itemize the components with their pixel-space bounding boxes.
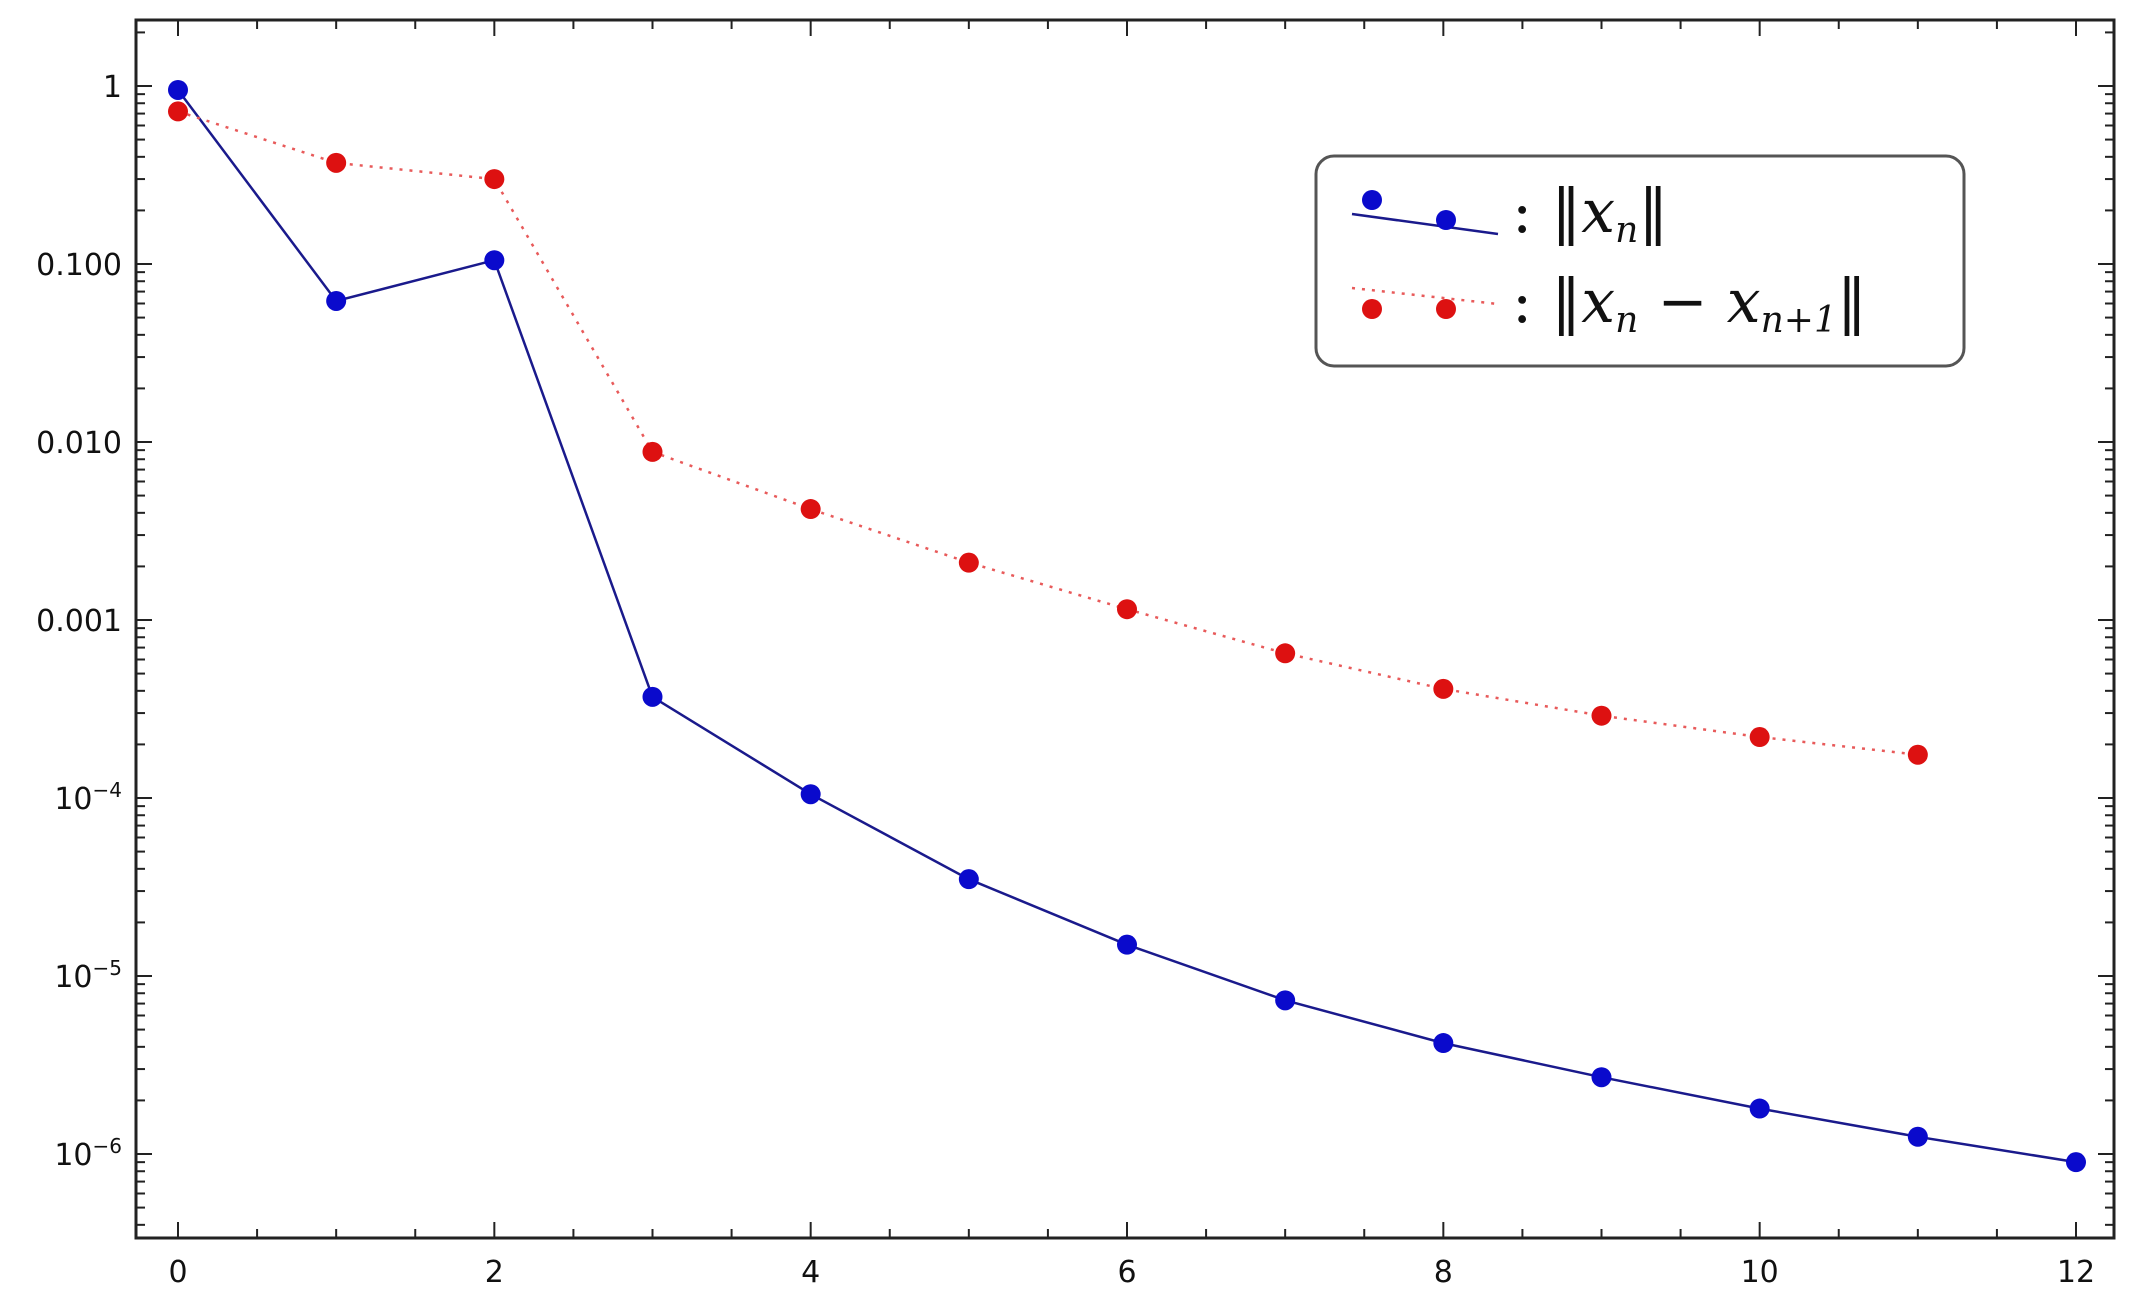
- series-xn: [168, 79, 2086, 1173]
- legend-marker: [1362, 190, 1382, 210]
- point-diff: [168, 101, 188, 122]
- legend-label: : ‖xn‖: [1512, 177, 1668, 251]
- x-tick-label: 8: [1434, 1255, 1453, 1290]
- x-tick-label: 10: [1741, 1255, 1779, 1290]
- y-tick-label: 10−5: [54, 956, 122, 995]
- point-xn: [642, 686, 663, 707]
- series-layer: [168, 79, 2086, 1173]
- point-xn: [800, 784, 821, 805]
- y-tick-label: 10−4: [54, 778, 122, 817]
- point-xn: [2066, 1152, 2086, 1173]
- point-xn: [1749, 1098, 1770, 1119]
- point-xn: [484, 250, 505, 271]
- x-tick-label: 4: [801, 1255, 820, 1290]
- point-diff: [1591, 705, 1612, 726]
- point-diff: [1275, 643, 1296, 664]
- x-tick-label: 0: [168, 1255, 187, 1290]
- legend-marker: [1362, 299, 1382, 319]
- point-diff: [326, 152, 347, 173]
- point-xn: [958, 869, 979, 890]
- x-tick-label: 6: [1117, 1255, 1136, 1290]
- point-diff: [1117, 599, 1137, 620]
- legend-marker: [1436, 299, 1456, 319]
- y-tick-label: 0.010: [36, 426, 122, 461]
- point-diff: [1433, 678, 1454, 699]
- y-tick-label: 0.100: [36, 248, 122, 283]
- point-diff: [642, 441, 663, 462]
- legend-line-sample: [1351, 212, 1499, 236]
- y-axis: 1 0.100 0.010 0.001 10−4 10−5 10−6: [36, 31, 2114, 1226]
- point-xn: [1907, 1126, 1928, 1147]
- legend-line-sample: [1351, 286, 1499, 306]
- point-diff: [1749, 727, 1770, 748]
- legend-label: : ‖xn − xn+1‖: [1512, 267, 1867, 341]
- point-xn: [1433, 1033, 1454, 1054]
- point-xn: [1591, 1067, 1612, 1088]
- point-diff: [800, 499, 821, 520]
- y-tick-label: 0.001: [36, 604, 122, 639]
- x-axis: 0 2 4 6 8 10 12: [168, 20, 2095, 1290]
- y-tick-label: 1: [103, 70, 122, 105]
- series-diff: [168, 101, 1928, 765]
- point-diff: [1907, 744, 1928, 765]
- x-tick-label: 12: [2057, 1255, 2095, 1290]
- point-diff: [958, 552, 979, 573]
- y-tick-label: 10−6: [54, 1134, 122, 1173]
- point-diff: [484, 169, 505, 190]
- legend-entry-xn: : ‖xn‖: [1351, 177, 1668, 251]
- legend: : ‖xn‖ : ‖xn − xn+1‖: [1314, 154, 1966, 368]
- x-tick-label: 2: [485, 1255, 504, 1290]
- legend-box: [1314, 154, 1966, 368]
- legend-marker: [1436, 210, 1456, 230]
- legend-entry-diff: : ‖xn − xn+1‖: [1351, 267, 1867, 341]
- point-xn: [1117, 934, 1137, 955]
- point-xn: [1275, 990, 1296, 1011]
- point-xn: [168, 79, 188, 100]
- point-xn: [326, 290, 347, 311]
